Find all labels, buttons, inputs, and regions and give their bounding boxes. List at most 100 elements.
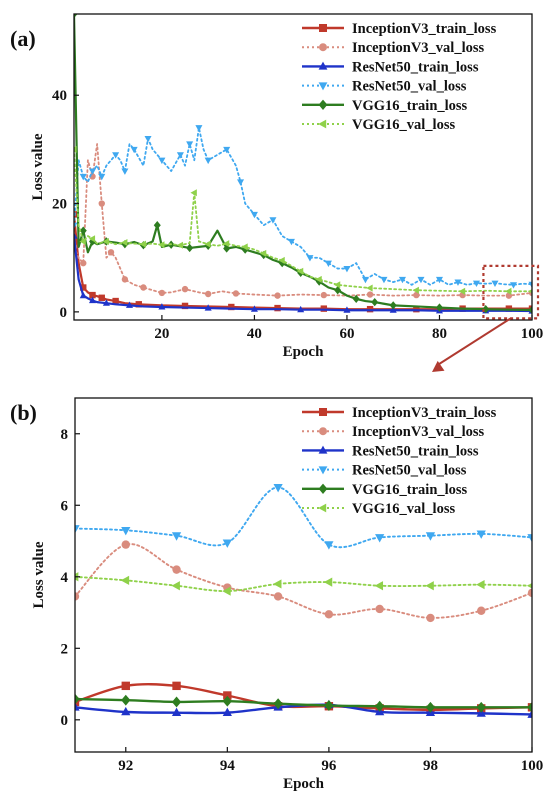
data-point-resnet50-val-loss	[223, 146, 231, 154]
data-point-resnet50-val-loss	[79, 173, 87, 181]
data-point-resnet50-train-loss	[343, 306, 351, 313]
legend-marker	[319, 427, 327, 436]
data-point-resnet50-train-loss	[88, 296, 97, 304]
data-point-resnet50-train-loss	[171, 707, 182, 717]
legend-marker	[318, 61, 328, 70]
legend-item-inceptionv3-train-loss: InceptionV3_train_loss	[302, 21, 497, 37]
data-point-vgg16-val-loss	[273, 579, 282, 589]
legend-label: ResNet50_train_loss	[352, 443, 479, 459]
data-point-resnet50-val-loss	[509, 282, 518, 289]
data-point-resnet50-train-loss	[389, 306, 397, 313]
x-tick-label: 94	[220, 758, 236, 774]
data-point-vgg16-train-loss	[324, 700, 334, 711]
series-line-vgg16-val-loss	[74, 148, 532, 293]
data-point-resnet50-val-loss	[222, 539, 232, 548]
data-point-inceptionv3-val-loss	[273, 592, 283, 601]
series-vgg16-val-loss	[75, 572, 532, 596]
data-point-resnet50-val-loss	[273, 484, 283, 493]
data-point-vgg16-val-loss	[333, 281, 341, 289]
series-line-resnet50-val-loss	[75, 486, 532, 549]
data-point-resnet50-val-loss	[435, 276, 443, 284]
y-tick-label: 20	[52, 197, 67, 213]
y-tick-label: 6	[61, 498, 69, 514]
data-point-vgg16-train-loss	[476, 701, 486, 713]
data-point-resnet50-val-loss	[98, 173, 106, 181]
data-point-resnet50-val-loss	[476, 530, 486, 539]
x-tick-label: 100	[521, 758, 544, 774]
legend-label: VGG16_val_loss	[352, 117, 455, 133]
data-point-inceptionv3-val-loss	[320, 291, 328, 299]
legend-marker	[318, 119, 327, 129]
x-tick-label: 92	[118, 758, 133, 774]
data-point-inceptionv3-val-loss	[204, 290, 212, 298]
legend-marker	[318, 99, 328, 110]
data-point-resnet50-val-loss	[425, 532, 436, 541]
y-axis-label: Loss value	[30, 133, 46, 200]
data-point-resnet50-val-loss	[250, 211, 258, 219]
series-line-vgg16-train-loss	[75, 697, 532, 709]
data-point-vgg16-val-loss	[366, 284, 373, 292]
data-point-resnet50-val-loss	[144, 136, 152, 143]
data-point-vgg16-val-loss	[190, 189, 197, 197]
data-point-vgg16-val-loss	[315, 275, 322, 283]
data-point-vgg16-val-loss	[296, 267, 304, 275]
data-point-resnet50-train-loss	[75, 702, 80, 711]
data-point-vgg16-val-loss	[412, 286, 419, 294]
data-point-resnet50-train-loss	[102, 299, 110, 306]
data-point-inceptionv3-train-loss	[228, 303, 235, 311]
legend-item-vgg16-train-loss: VGG16_train_loss	[302, 482, 468, 498]
legend-marker	[318, 503, 327, 513]
y-tick-label: 8	[61, 427, 69, 443]
data-point-inceptionv3-val-loss	[140, 284, 147, 291]
data-point-inceptionv3-val-loss	[158, 289, 166, 297]
data-point-inceptionv3-val-loss	[75, 592, 80, 601]
legend-marker	[318, 445, 328, 454]
data-point-inceptionv3-train-loss	[112, 297, 119, 305]
data-point-resnet50-val-loss	[287, 238, 295, 246]
data-point-vgg16-train-loss	[527, 701, 532, 713]
data-point-inceptionv3-val-loss	[413, 291, 420, 299]
legend-item-vgg16-val-loss: VGG16_val_loss	[302, 501, 455, 517]
legend-item-inceptionv3-val-loss: InceptionV3_val_loss	[302, 424, 484, 440]
data-point-resnet50-val-loss	[75, 525, 80, 534]
legend-label: ResNet50_train_loss	[352, 59, 479, 75]
series-resnet50-train-loss	[74, 232, 532, 314]
data-point-vgg16-train-loss	[79, 226, 87, 235]
x-axis-label: Epoch	[283, 344, 325, 360]
legend-item-resnet50-val-loss: ResNet50_val_loss	[302, 463, 467, 479]
panel-a-label: (a)	[10, 26, 36, 51]
data-point-vgg16-val-loss	[102, 237, 109, 245]
data-point-resnet50-val-loss	[527, 534, 532, 543]
data-point-vgg16-val-loss	[88, 235, 96, 243]
panel-b-legend: InceptionV3_train_loss InceptionV3_val_lo…	[302, 405, 497, 517]
data-point-resnet50-train-loss	[297, 305, 305, 313]
data-point-resnet50-val-loss	[306, 255, 314, 262]
y-tick-label: 40	[52, 88, 67, 104]
data-point-inceptionv3-val-loss	[477, 606, 486, 615]
legend-item-inceptionv3-train-loss: InceptionV3_train_loss	[302, 405, 497, 421]
data-point-resnet50-val-loss	[491, 280, 499, 288]
legend-item-resnet50-train-loss: ResNet50_train_loss	[302, 59, 479, 75]
data-point-resnet50-val-loss	[417, 276, 425, 284]
data-point-resnet50-val-loss	[88, 168, 97, 175]
data-point-vgg16-val-loss	[526, 582, 532, 589]
data-point-resnet50-train-loss	[125, 301, 134, 308]
data-point-inceptionv3-train-loss	[172, 681, 181, 691]
data-point-resnet50-train-loss	[121, 706, 131, 716]
legend-item-inceptionv3-val-loss: InceptionV3_val_loss	[302, 40, 484, 56]
x-tick-label: 20	[154, 326, 169, 342]
legend-label: InceptionV3_val_loss	[352, 424, 484, 440]
data-point-resnet50-val-loss	[324, 260, 332, 267]
data-point-resnet50-val-loss	[528, 281, 532, 289]
data-point-resnet50-val-loss	[158, 157, 166, 165]
data-point-vgg16-val-loss	[241, 243, 248, 251]
data-point-resnet50-val-loss	[171, 532, 182, 541]
data-point-resnet50-val-loss	[324, 541, 334, 550]
y-tick-label: 2	[61, 641, 69, 657]
legend-marker	[318, 82, 328, 91]
data-point-vgg16-train-loss	[121, 694, 131, 706]
x-tick-label: 80	[432, 326, 447, 342]
y-tick-label: 0	[60, 305, 68, 321]
data-point-vgg16-val-loss	[120, 575, 130, 585]
data-point-vgg16-val-loss	[425, 581, 434, 591]
